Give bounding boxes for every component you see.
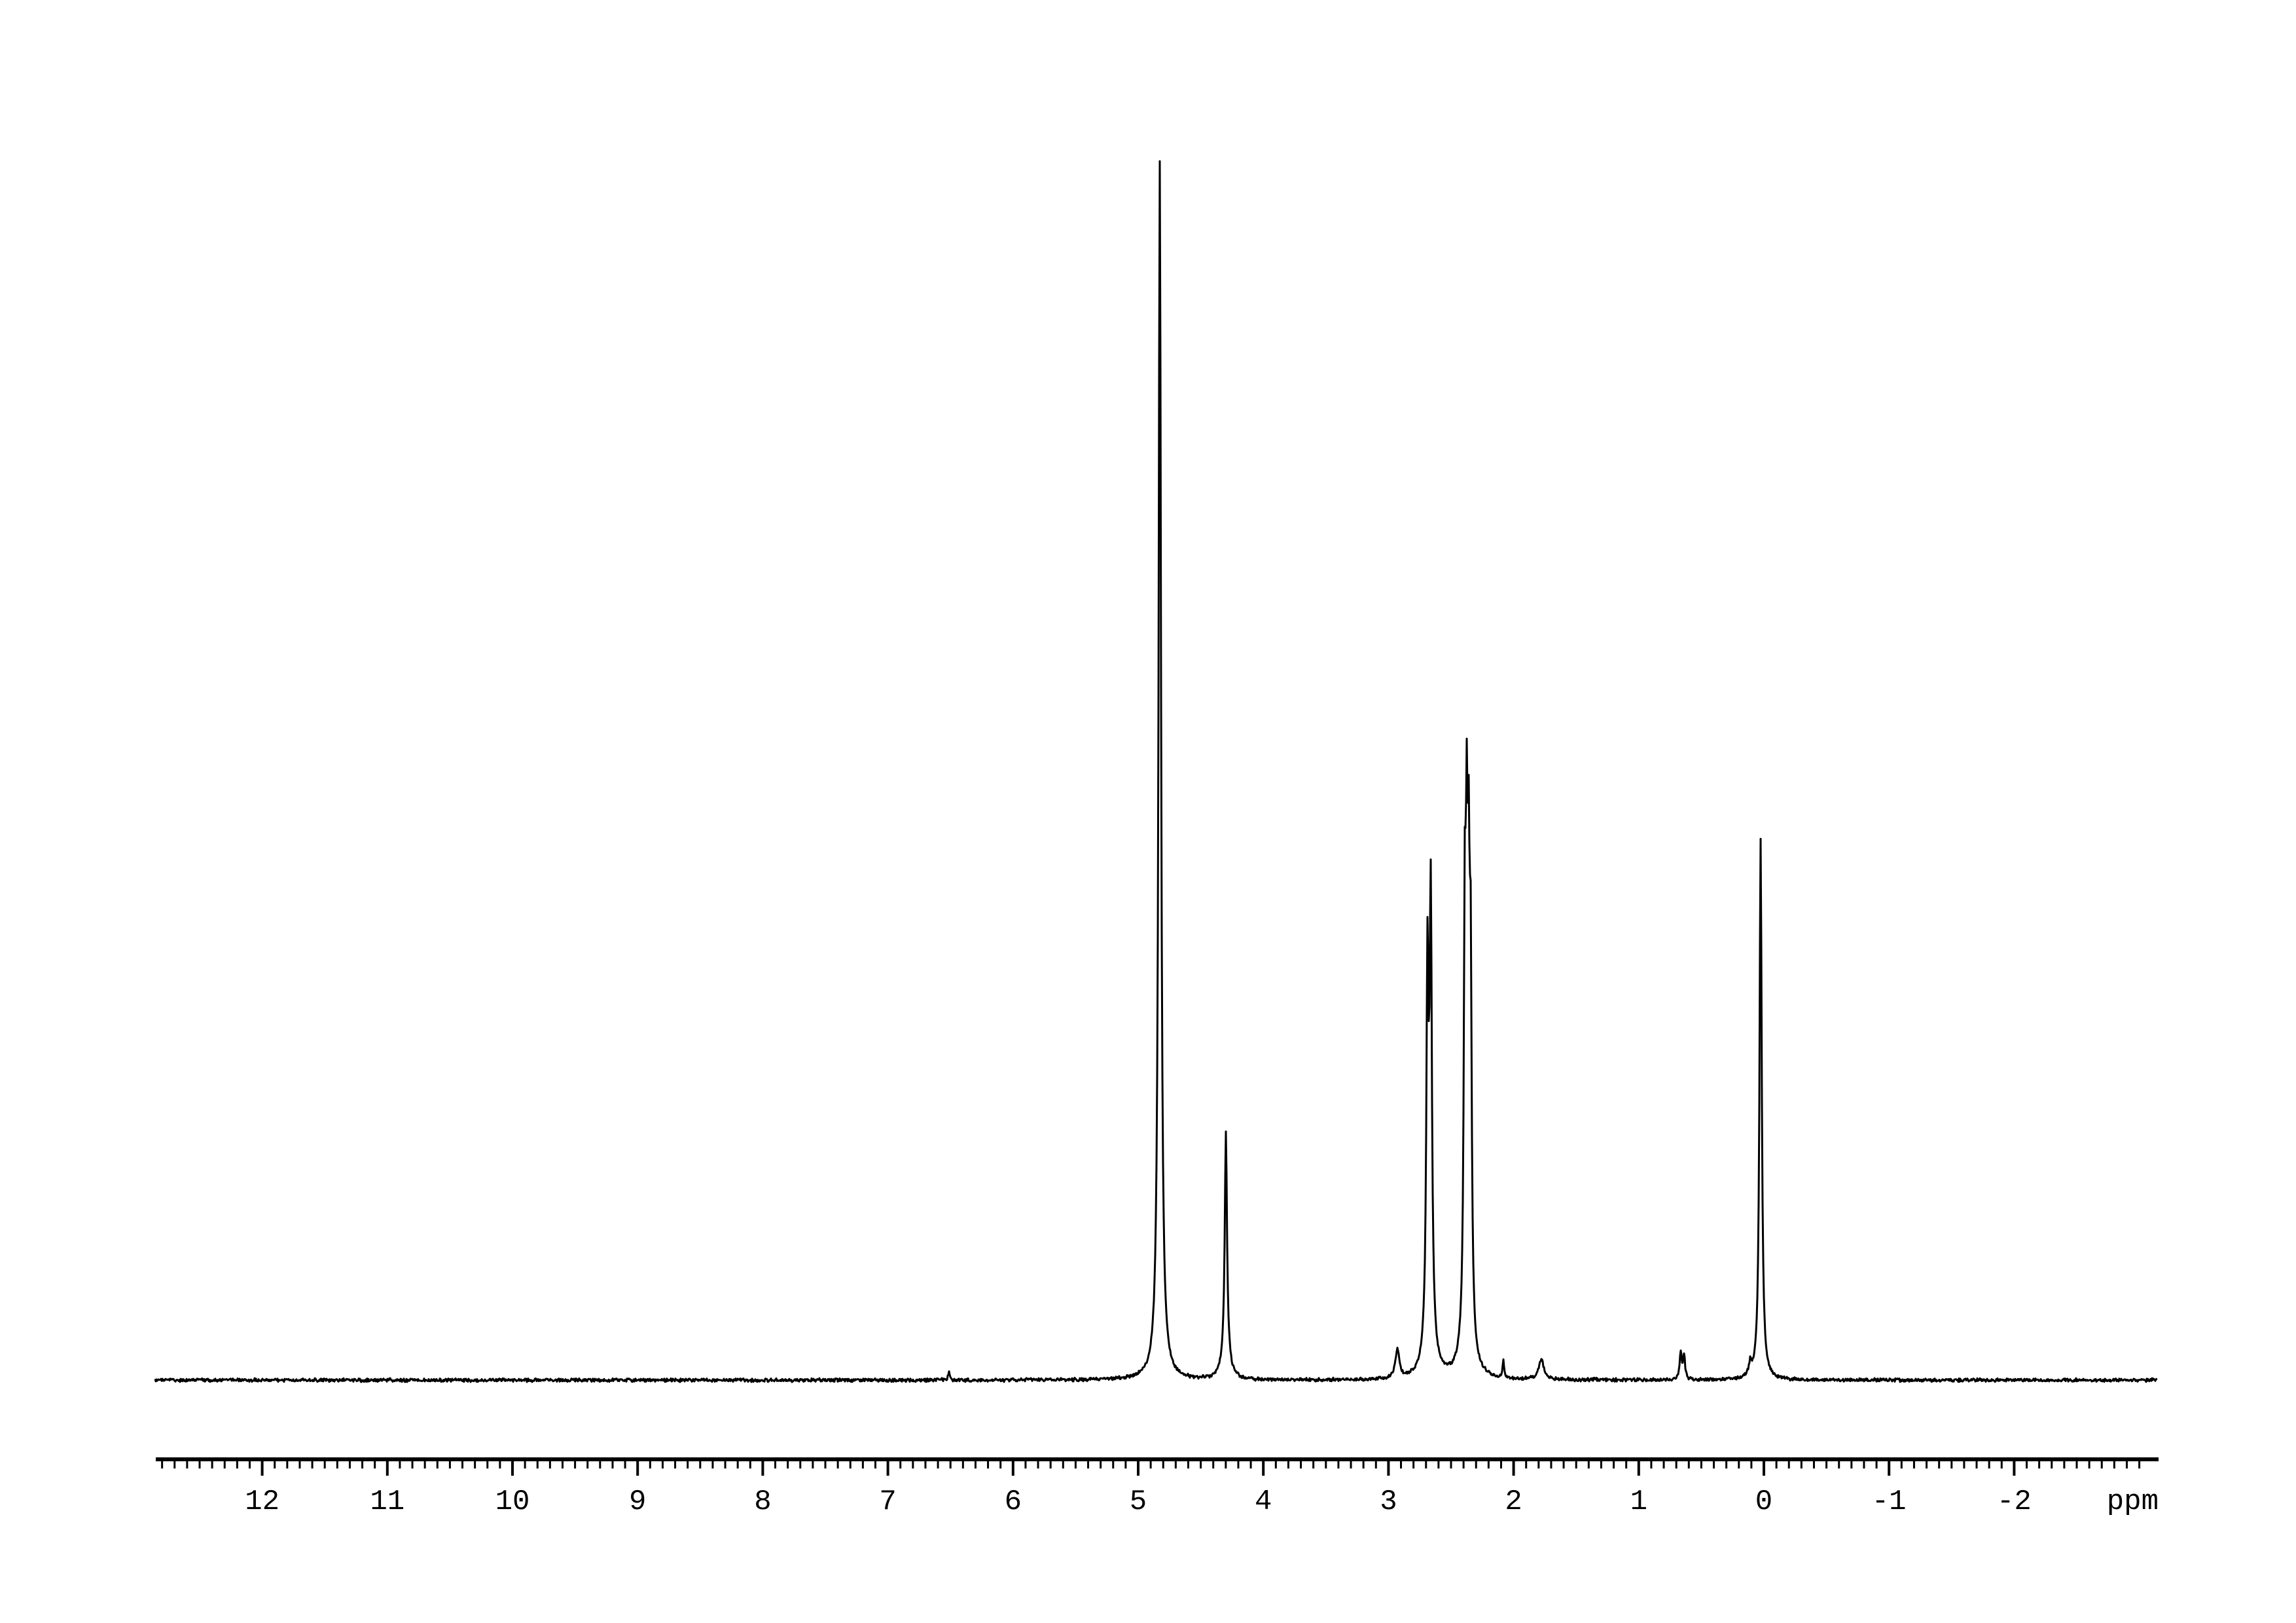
- tick-label-7: 7: [879, 1486, 896, 1518]
- tick-label-10: 10: [495, 1486, 530, 1518]
- tick-label-5: 5: [1130, 1486, 1147, 1518]
- tick-label-9: 9: [629, 1486, 646, 1518]
- tick-label-6: 6: [1005, 1486, 1022, 1518]
- x-axis-tick-labels: 12 11 10 9 8 7 6 5 4 3 2 1 0 -1 -2: [245, 1486, 2032, 1518]
- tick-label-1: 1: [1630, 1486, 1647, 1518]
- tick-label-0: 0: [1755, 1486, 1772, 1518]
- tick-label-3: 3: [1380, 1486, 1397, 1518]
- spectrum-trace-path: [154, 160, 2158, 1383]
- tick-label-4: 4: [1255, 1486, 1272, 1518]
- tick-label-12: 12: [245, 1486, 279, 1518]
- tick-label--1: -1: [1872, 1486, 1907, 1518]
- tick-label-8: 8: [754, 1486, 771, 1518]
- tick-label-2: 2: [1505, 1486, 1522, 1518]
- tick-label-11: 11: [370, 1486, 404, 1518]
- spectrum-trace: [154, 160, 2158, 1383]
- x-axis-major-ticks: [260, 1461, 2016, 1476]
- x-axis-minor-ticks: [161, 1461, 2141, 1468]
- tick-label--2: -2: [1997, 1486, 2032, 1518]
- x-axis-unit-label: ppm: [2107, 1486, 2159, 1518]
